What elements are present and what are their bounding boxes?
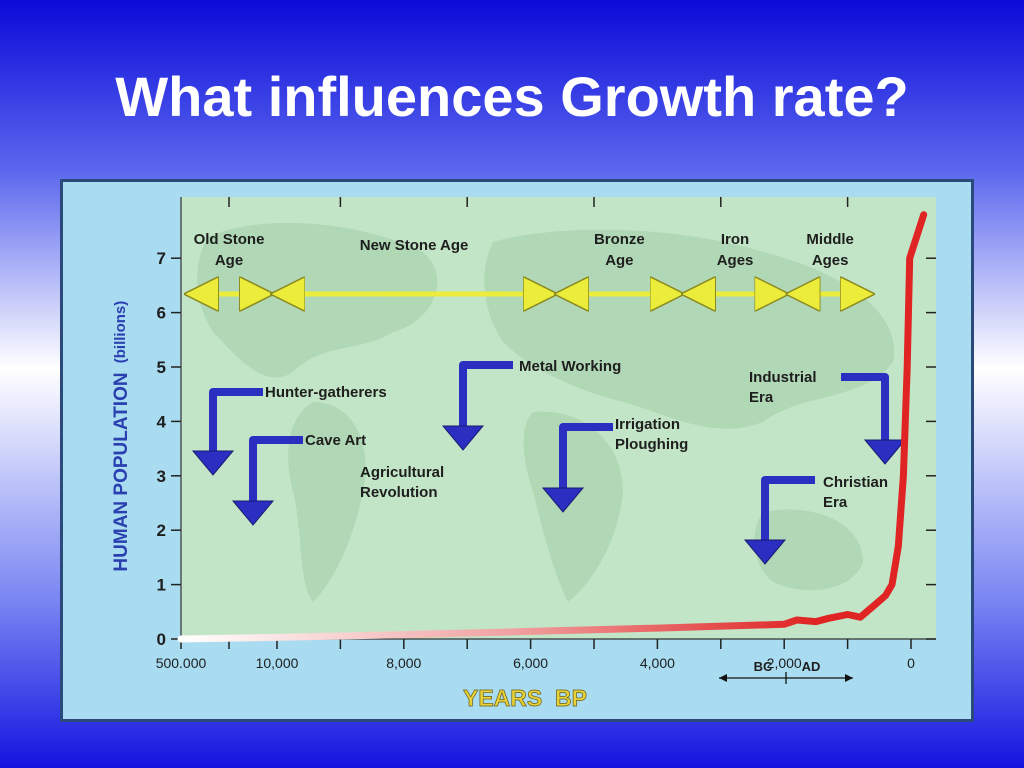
annotation-label: Era	[749, 389, 774, 406]
era-label-line: Bronze	[594, 231, 645, 248]
x-tick-label: 10,000	[256, 655, 299, 671]
annotation: Cave Art	[231, 432, 366, 526]
bc-label: BC	[754, 659, 773, 674]
y-axis-unit: (billions)	[112, 301, 129, 364]
annotation-label: Cave Art	[305, 432, 366, 449]
pointer-arrow-head	[743, 539, 787, 565]
annotation-label: Ploughing	[615, 436, 688, 453]
y-tick-label: 6	[157, 304, 166, 323]
annotation-label: Irrigation	[615, 416, 680, 433]
y-tick-label: 5	[157, 358, 166, 377]
ad-label: AD	[802, 659, 821, 674]
era-label-line: Age	[605, 252, 633, 269]
y-tick-label: 4	[157, 412, 167, 431]
pointer-arrow-head	[541, 487, 585, 513]
population-line	[177, 211, 928, 643]
era-label-line: Ages	[717, 252, 754, 269]
era-label: Iron Ages	[717, 231, 754, 269]
annotation: Christian Era	[743, 474, 888, 565]
era-label: Old Stone Age	[194, 231, 265, 269]
bc-ad-indicator: BC AD	[719, 659, 853, 684]
pointer-arrow-shaft	[761, 476, 815, 542]
era-label: Middle Ages	[806, 231, 854, 269]
y-tick-label: 1	[157, 576, 166, 595]
annotation: Hunter-gatherers	[191, 384, 387, 476]
x-tick-label: 500.000	[156, 655, 207, 671]
x-tick-label: 2,000	[767, 655, 802, 671]
era-label: New Stone Age	[360, 237, 469, 254]
pointer-arrow-shaft	[249, 436, 303, 503]
pointer-arrow-shaft	[841, 373, 889, 442]
annotation-label: Agricultural	[360, 464, 444, 481]
pointer-arrow-head	[231, 500, 275, 526]
annotation-label: Hunter-gatherers	[265, 384, 387, 401]
pointer-arrow-head	[441, 425, 485, 451]
y-tick-label: 0	[157, 630, 166, 649]
y-tick-label: 7	[157, 249, 166, 268]
pointer-arrow-shaft	[559, 423, 613, 490]
y-tick-label: 3	[157, 467, 166, 486]
x-tick-label: 6,000	[513, 655, 548, 671]
annotation-label: Era	[823, 494, 848, 511]
era-label: Bronze Age	[594, 231, 645, 269]
annotation: Agricultural Revolution	[360, 464, 444, 501]
pointer-arrow-head	[191, 450, 235, 476]
era-label-line: Old Stone	[194, 231, 265, 248]
era-label-line: Middle	[806, 231, 854, 248]
population-chart: 0 1 2 3 4 5 6 7 500.000 10,000 8,000 6,000 4,000 2,0…	[111, 197, 936, 711]
annotation-label: Industrial	[749, 369, 817, 386]
era-label-line: Iron	[721, 231, 749, 248]
pointer-arrow-head	[863, 439, 907, 465]
x-tick-label: 4,000	[640, 655, 675, 671]
era-label-line: New Stone Age	[360, 237, 469, 254]
annotation: Metal Working	[441, 358, 621, 451]
era-label-line: Age	[215, 252, 243, 269]
pointer-arrow-shaft	[209, 388, 263, 453]
era-label-line: Ages	[812, 252, 849, 269]
x-axis-label: YEARS BP	[463, 685, 587, 711]
annotation: Industrial Era	[749, 369, 907, 465]
annotation-label: Christian	[823, 474, 888, 491]
x-tick-label: 8,000	[386, 655, 421, 671]
x-tick-label: 0	[907, 655, 915, 671]
slide-title: What influences Growth rate?	[115, 65, 909, 128]
pointer-arrow-shaft	[459, 361, 513, 428]
annotation: Irrigation Ploughing	[541, 416, 688, 513]
y-tick-label: 2	[157, 521, 166, 540]
annotation-label: Revolution	[360, 484, 438, 501]
y-axis-label: HUMAN POPULATION	[111, 372, 132, 571]
annotation-label: Metal Working	[519, 358, 621, 375]
